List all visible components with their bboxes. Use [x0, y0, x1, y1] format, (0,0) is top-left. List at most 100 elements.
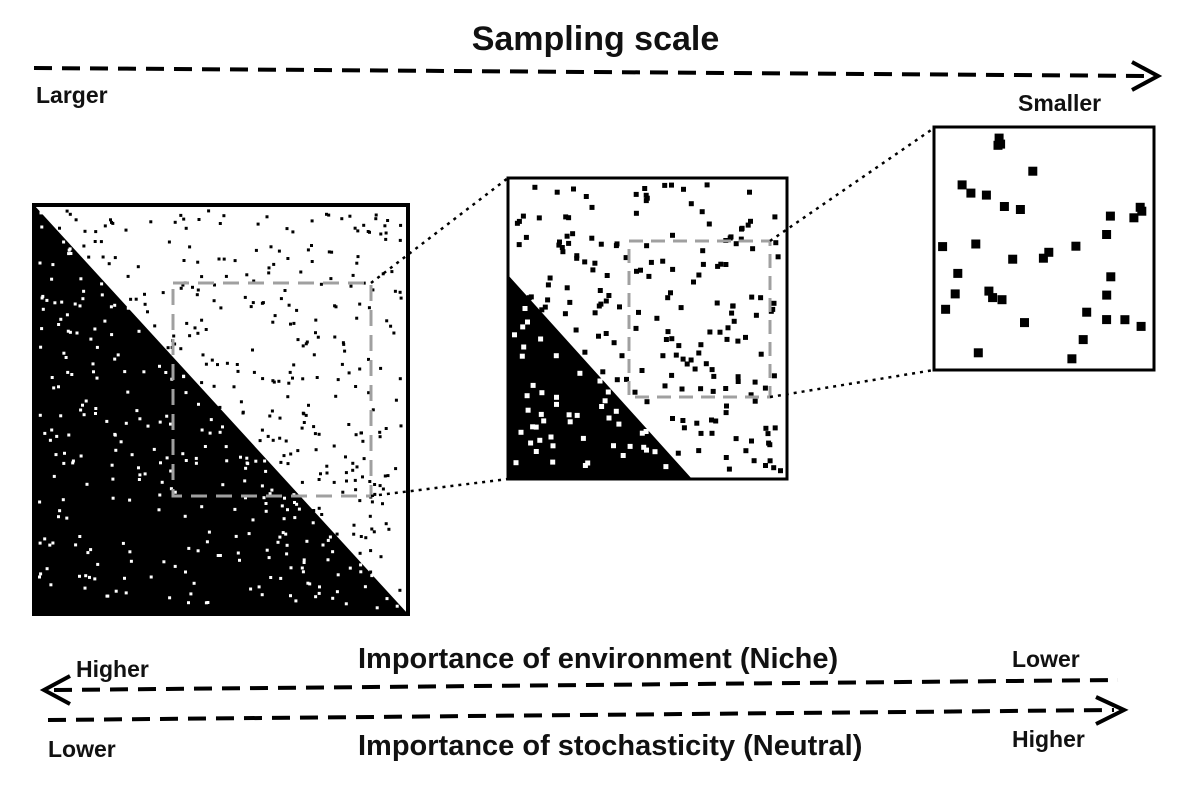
individual-dot [188, 245, 192, 249]
individual-dot [735, 374, 741, 380]
individual-dot [539, 390, 545, 396]
individual-dot [673, 352, 679, 358]
individual-dot [85, 482, 89, 486]
individual-dot [379, 555, 383, 559]
individual-dot [79, 454, 83, 458]
individual-dot [65, 313, 69, 317]
individual-dot [78, 535, 82, 538]
individual-dot [184, 459, 188, 462]
individual-dot [714, 300, 720, 306]
individual-dot [335, 590, 339, 594]
individual-dot [1102, 290, 1112, 300]
individual-dot [61, 498, 65, 502]
individual-dot [266, 434, 270, 438]
individual-dot [520, 213, 526, 219]
individual-dot [243, 479, 247, 483]
individual-dot [295, 308, 299, 312]
individual-dot [681, 186, 686, 192]
individual-dot [204, 601, 208, 605]
individual-dot [668, 290, 673, 296]
individual-dot [398, 290, 402, 294]
individual-dot [111, 477, 115, 481]
individual-dot [40, 225, 44, 229]
individual-dot [984, 286, 994, 296]
individual-dot [353, 226, 357, 230]
individual-dot [751, 458, 757, 464]
individual-dot [520, 324, 526, 330]
individual-dot [271, 438, 275, 442]
individual-dot [730, 303, 736, 309]
individual-dot [738, 236, 744, 242]
individual-dot [82, 244, 86, 248]
individual-dot [279, 576, 283, 580]
individual-dot [204, 328, 208, 331]
individual-dot [1067, 354, 1077, 364]
individual-dot [632, 389, 638, 395]
individual-dot [758, 351, 764, 357]
individual-dot [300, 566, 304, 570]
individual-dot [92, 370, 95, 374]
individual-dot [351, 461, 355, 465]
individual-dot [758, 295, 764, 301]
individual-dot [218, 430, 222, 434]
individual-dot [652, 449, 658, 455]
individual-dot [548, 434, 554, 440]
individual-dot [277, 249, 281, 253]
individual-dot [160, 480, 164, 484]
individual-dot [273, 314, 277, 318]
individual-dot [63, 451, 66, 455]
individual-dot [353, 478, 357, 482]
individual-dot [249, 305, 253, 309]
individual-dot [252, 279, 256, 283]
individual-dot [185, 321, 189, 325]
individual-dot [348, 566, 352, 570]
individual-dot [723, 455, 729, 460]
individual-dot [168, 596, 172, 600]
individual-dot [169, 487, 173, 491]
individual-dot [143, 302, 147, 306]
individual-dot [213, 283, 216, 287]
individual-dot [385, 319, 389, 323]
individual-dot [43, 537, 47, 541]
individual-dot [1105, 211, 1115, 221]
individual-dot [966, 188, 976, 198]
individual-dot [383, 474, 387, 478]
individual-dot [981, 190, 991, 200]
individual-dot [194, 461, 198, 465]
individual-dot [143, 292, 146, 296]
individual-dot [200, 428, 204, 432]
individual-dot [523, 234, 529, 240]
individual-dot [78, 574, 81, 578]
individual-dot [333, 304, 337, 308]
individual-dot [600, 369, 606, 375]
individual-dot [533, 449, 539, 454]
individual-dot [679, 386, 685, 392]
individual-dot [260, 484, 264, 488]
individual-dot [208, 431, 212, 435]
individual-dot [699, 209, 705, 215]
individual-dot [317, 591, 321, 595]
individual-dot [950, 289, 960, 299]
individual-dot [709, 367, 715, 373]
individual-dot [537, 437, 543, 443]
individual-dot [1082, 307, 1092, 317]
environment-lower-label: Lower [1012, 646, 1080, 672]
individual-dot [676, 343, 682, 349]
individual-dot [221, 483, 225, 487]
individual-dot [378, 430, 382, 434]
individual-dot [554, 189, 560, 195]
individual-dot [633, 325, 639, 331]
individual-dot [245, 461, 249, 465]
individual-dot [81, 403, 84, 407]
individual-dot [306, 581, 310, 585]
individual-dot [245, 273, 249, 277]
individual-dot [348, 214, 352, 218]
individual-dot [550, 459, 556, 465]
individual-dot [765, 431, 771, 437]
individual-dot [381, 272, 385, 276]
individual-dot [265, 215, 269, 219]
individual-dot [368, 480, 372, 483]
individual-dot [65, 209, 69, 213]
individual-dot [748, 392, 754, 398]
individual-dot [533, 424, 539, 430]
